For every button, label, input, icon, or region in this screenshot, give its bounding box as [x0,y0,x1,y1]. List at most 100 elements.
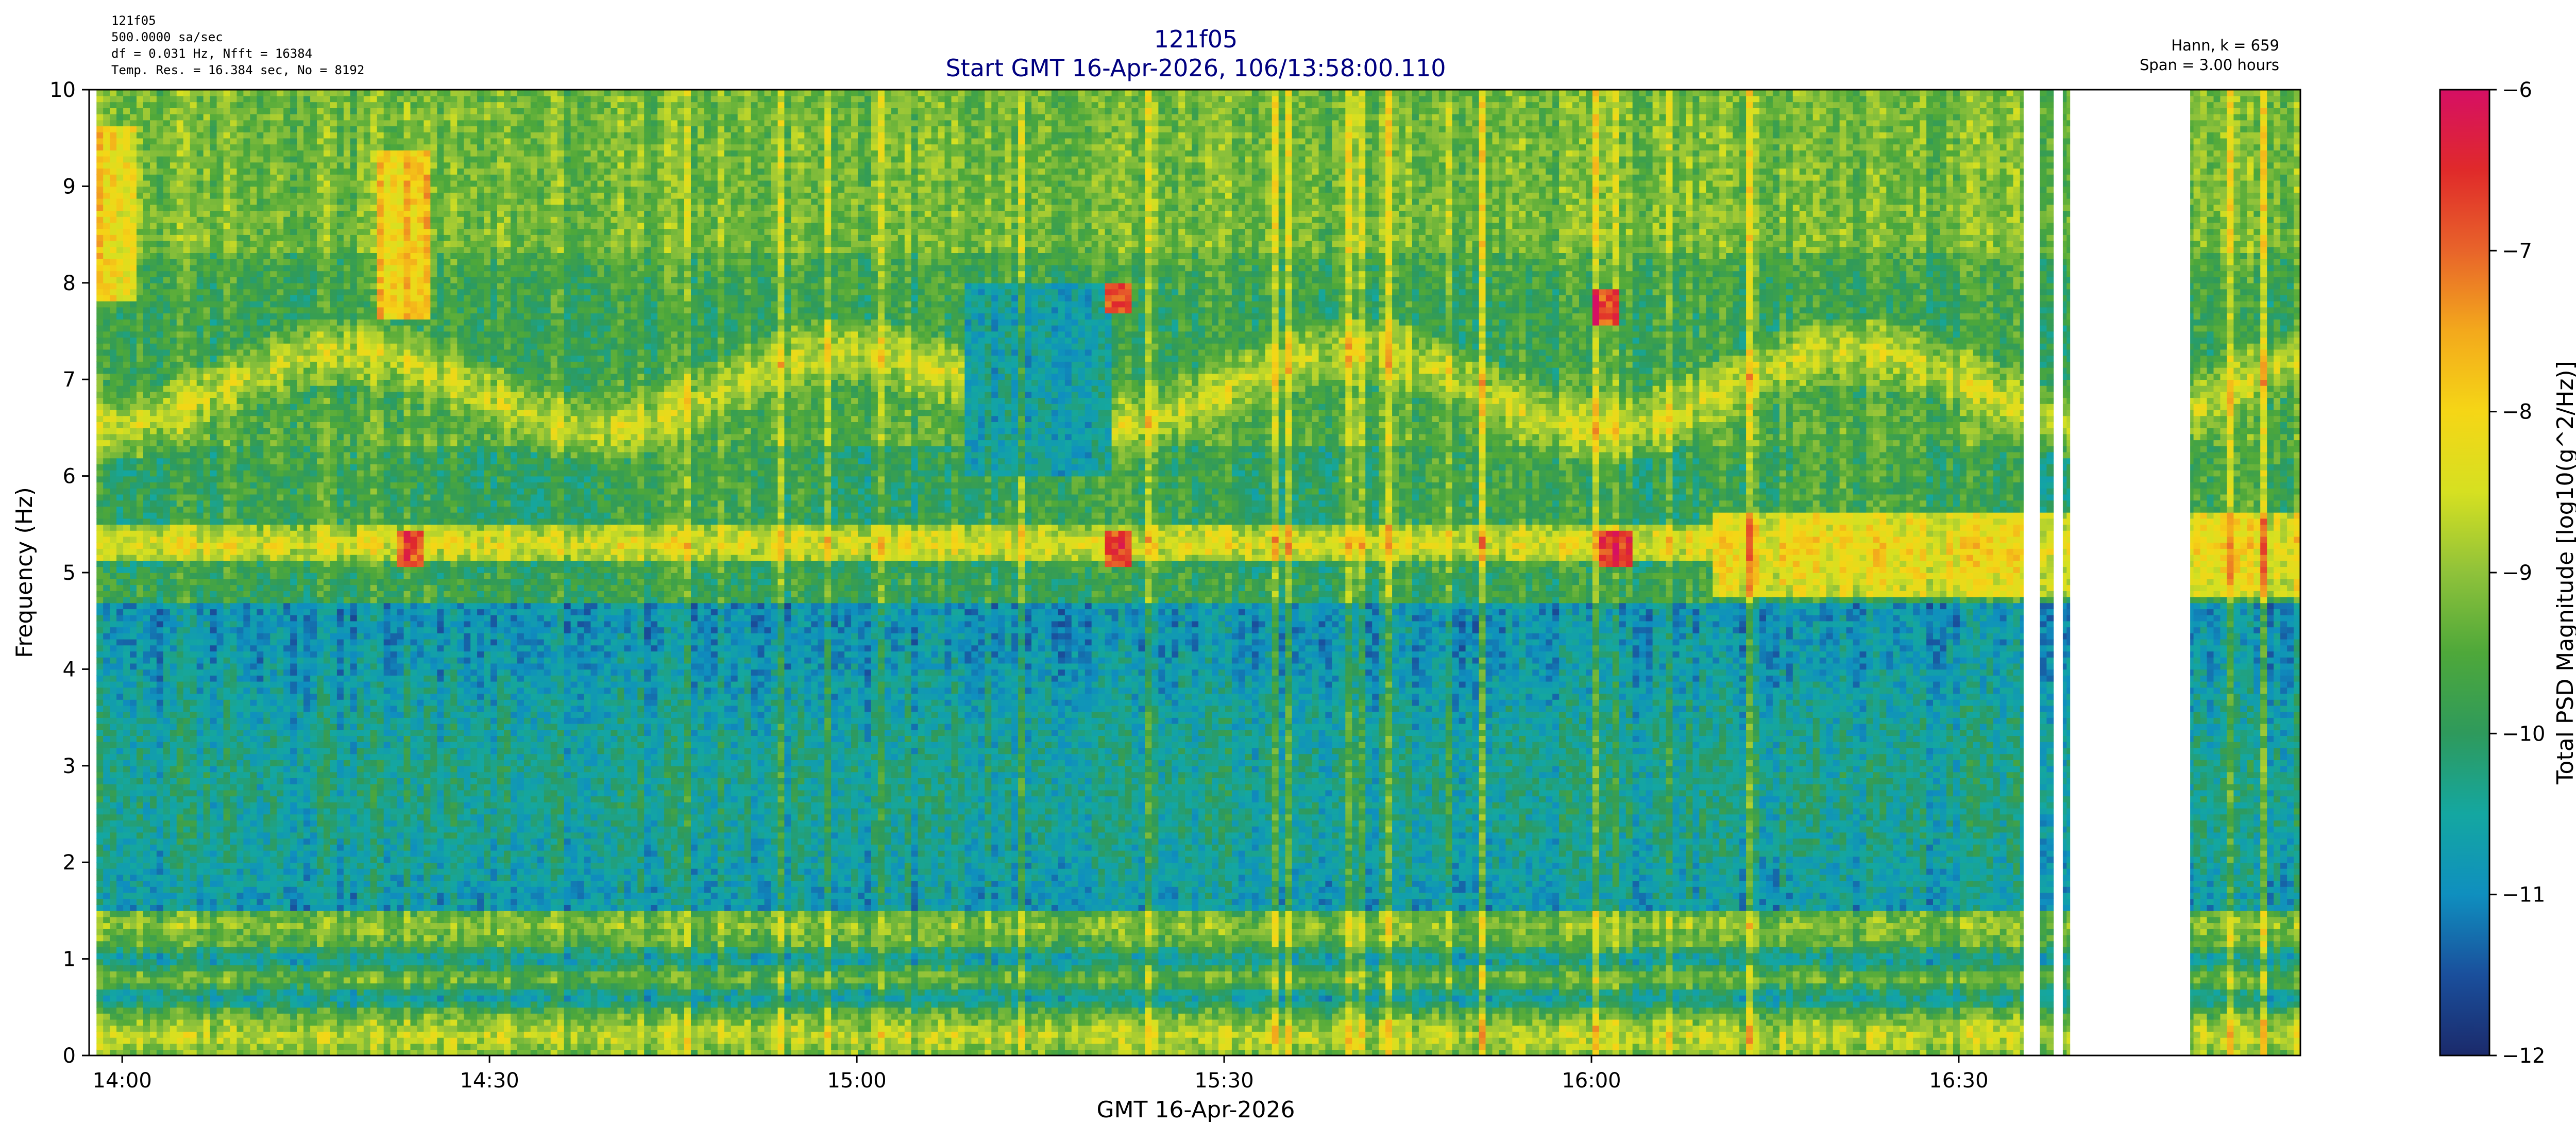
heatmap-cell [137,259,144,265]
heatmap-cell [116,645,124,652]
heatmap-cell [130,657,137,664]
heatmap-cell [143,90,150,96]
heatmap-cell [130,983,137,990]
heatmap-cell [96,862,104,869]
heatmap-cell [137,989,144,996]
heatmap-cell [150,542,157,549]
heatmap-cell [163,114,171,121]
heatmap-cell [137,440,144,446]
heatmap-cell [103,1007,110,1014]
heatmap-cell [123,917,130,924]
heatmap-cell [163,506,171,513]
heatmap-cell [103,1031,110,1038]
heatmap-cell [123,711,130,718]
heatmap-cell [110,422,117,428]
heatmap-cell [110,862,117,869]
heatmap-cell [116,995,124,1002]
heatmap-cell [123,500,130,507]
heatmap-cell [137,434,144,441]
heatmap-cell [163,663,171,670]
heatmap-cell [116,374,124,380]
heatmap-cell [157,506,164,513]
heatmap-cell [163,301,171,308]
heatmap-cell [103,548,110,555]
heatmap-cell [103,464,110,471]
heatmap-cell [157,844,164,851]
heatmap-cell [143,186,150,193]
heatmap-cell [96,573,104,579]
heatmap-cell [130,506,137,513]
heatmap-cell [163,886,171,893]
heatmap-cell [130,675,137,682]
heatmap-cell [157,434,164,441]
heatmap-cell [137,760,144,766]
heatmap-cell [116,126,124,132]
heatmap-cell [163,989,171,996]
heatmap-cell [163,1031,171,1038]
heatmap-cell [96,753,104,760]
heatmap-cell [110,512,117,519]
heatmap-cell [116,893,124,899]
heatmap-cell [157,1007,164,1014]
heatmap-cell [110,838,117,845]
heatmap-cell [137,802,144,809]
heatmap-cell [103,669,110,676]
heatmap-cell [163,911,171,917]
heatmap-cell [96,361,104,368]
heatmap-cell [143,259,150,265]
heatmap-cell [103,735,110,742]
heatmap-cell [116,639,124,646]
heatmap-cell [96,470,104,477]
heatmap-cell [150,446,157,452]
heatmap-cell [157,911,164,917]
heatmap-cell [116,90,124,96]
heatmap-cell [130,476,137,483]
heatmap-cell [110,96,117,103]
heatmap-cell [143,192,150,199]
heatmap-cell [143,126,150,132]
heatmap-cell [157,283,164,290]
heatmap-cell [96,500,104,507]
heatmap-cell [116,597,124,603]
heatmap-cell [163,766,171,773]
heatmap-cell [157,234,164,241]
heatmap-cell [110,584,117,591]
heatmap-cell [110,410,117,416]
heatmap-cell [123,494,130,501]
heatmap-cell [143,537,150,543]
heatmap-cell [96,893,104,899]
heatmap-cell [96,983,104,990]
heatmap-cell [150,464,157,471]
heatmap-cell [116,476,124,483]
heatmap-cell [150,850,157,857]
heatmap-cell [150,247,157,254]
heatmap-cell [137,265,144,272]
heatmap-cell [110,132,117,139]
heatmap-cell [130,114,137,121]
heatmap-cell [96,313,104,320]
heatmap-cell [150,132,157,139]
heatmap-cell [137,524,144,531]
heatmap-cell [163,434,171,441]
heatmap-cell [163,452,171,459]
heatmap-cell [163,693,171,700]
heatmap-cell [123,796,130,802]
heatmap-cell [137,645,144,652]
heatmap-cell [157,603,164,610]
heatmap-cell [150,911,157,917]
heatmap-cell [110,283,117,290]
heatmap-cell [116,868,124,875]
heatmap-cell [123,1007,130,1014]
heatmap-cell [130,440,137,446]
heatmap-cell [157,144,164,150]
heatmap-cell [103,627,110,633]
heatmap-cell [143,416,150,423]
heatmap-cell [157,108,164,114]
heatmap-cell [157,385,164,392]
heatmap-cell [163,530,171,537]
heatmap-cell [150,162,157,169]
heatmap-cell [96,953,104,960]
heatmap-cell [163,603,171,610]
heatmap-cell [96,548,104,555]
heatmap-cell [157,778,164,784]
